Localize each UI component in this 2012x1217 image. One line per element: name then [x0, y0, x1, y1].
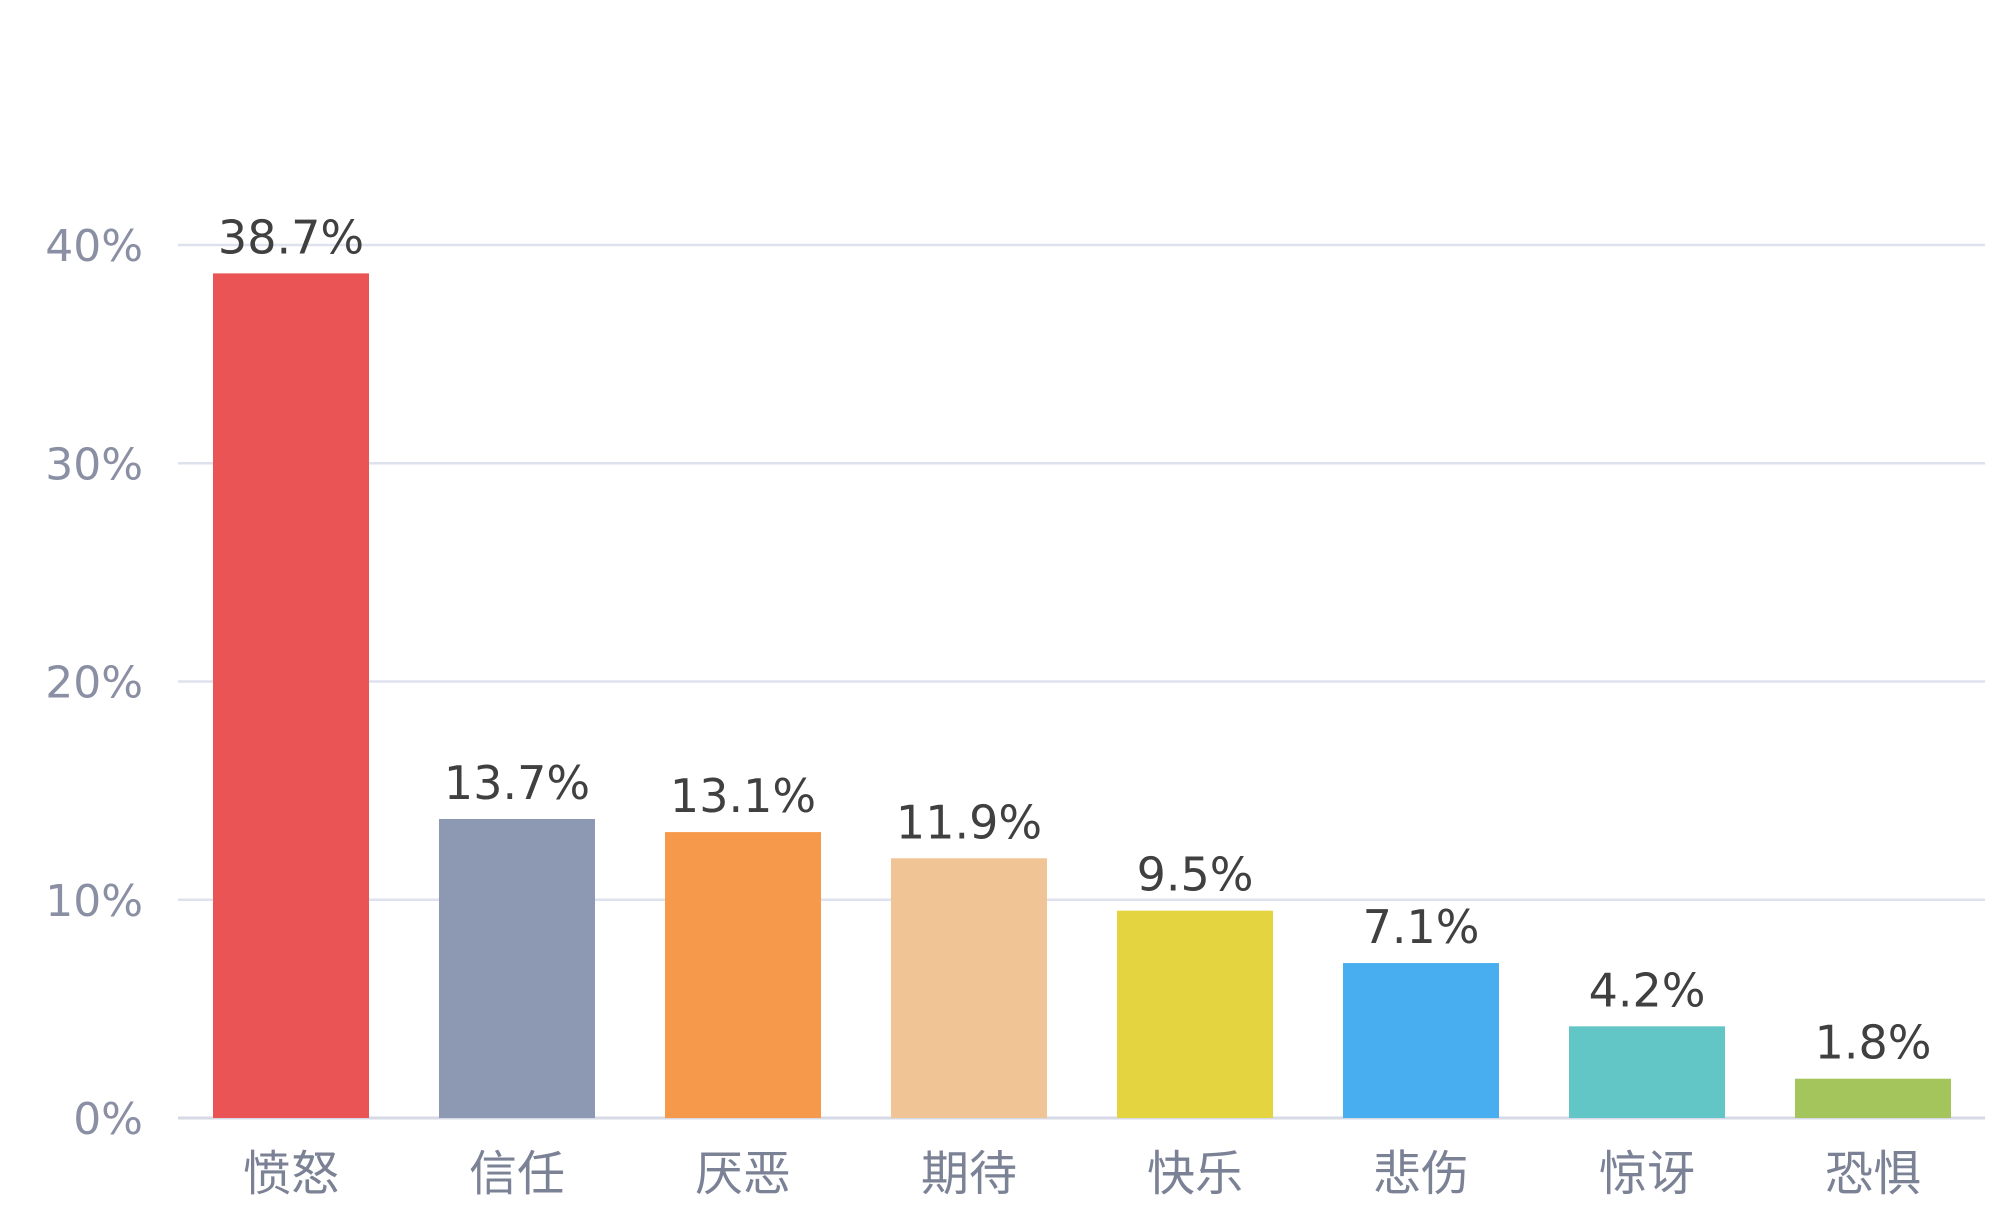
bar: [665, 832, 821, 1118]
bar: [1117, 910, 1273, 1118]
x-tick-label: 信任: [469, 1146, 565, 1202]
bar: [1343, 963, 1499, 1118]
bar: [1795, 1078, 1951, 1118]
x-tick-label: 惊讶: [1599, 1146, 1695, 1202]
bar-value-label: 1.8%: [1815, 1016, 1932, 1070]
bar: [439, 818, 595, 1118]
x-tick-label: 愤怒: [243, 1146, 339, 1202]
bar-value-label: 11.9%: [896, 795, 1042, 849]
bar: [891, 858, 1047, 1118]
x-tick-label: 厌恶: [695, 1146, 791, 1202]
x-tick-label: 恐惧: [1825, 1146, 1921, 1202]
bar: [1569, 1026, 1725, 1118]
y-tick-label: 30%: [45, 439, 143, 490]
bars: [213, 273, 1951, 1118]
value-labels: 38.7% 13.7% 13.1% 11.9% 9.5% 7.1% 4.2% 1.8%: [218, 210, 1932, 1069]
y-tick-label: 0%: [73, 1094, 143, 1145]
y-tick-label: 10%: [45, 876, 143, 927]
bar-value-label: 4.2%: [1589, 963, 1706, 1017]
bar: [213, 273, 369, 1118]
bar-value-label: 13.7%: [444, 756, 590, 810]
x-tick-label: 快乐: [1147, 1146, 1243, 1202]
x-tick-label: 悲伤: [1373, 1146, 1469, 1202]
y-tick-label: 40%: [45, 221, 143, 272]
x-axis-labels: 愤怒 信任 厌恶 期待 快乐 悲伤 惊讶 恐惧: [243, 1146, 1921, 1202]
bar-value-label: 9.5%: [1137, 848, 1254, 902]
bar-value-label: 7.1%: [1363, 900, 1480, 954]
bar-value-label: 38.7%: [218, 210, 364, 264]
bar-value-label: 13.1%: [670, 769, 816, 823]
x-tick-label: 期待: [921, 1146, 1017, 1202]
y-axis-ticks: 0% 10% 20% 30% 40%: [45, 221, 143, 1145]
y-tick-label: 20%: [45, 658, 143, 709]
